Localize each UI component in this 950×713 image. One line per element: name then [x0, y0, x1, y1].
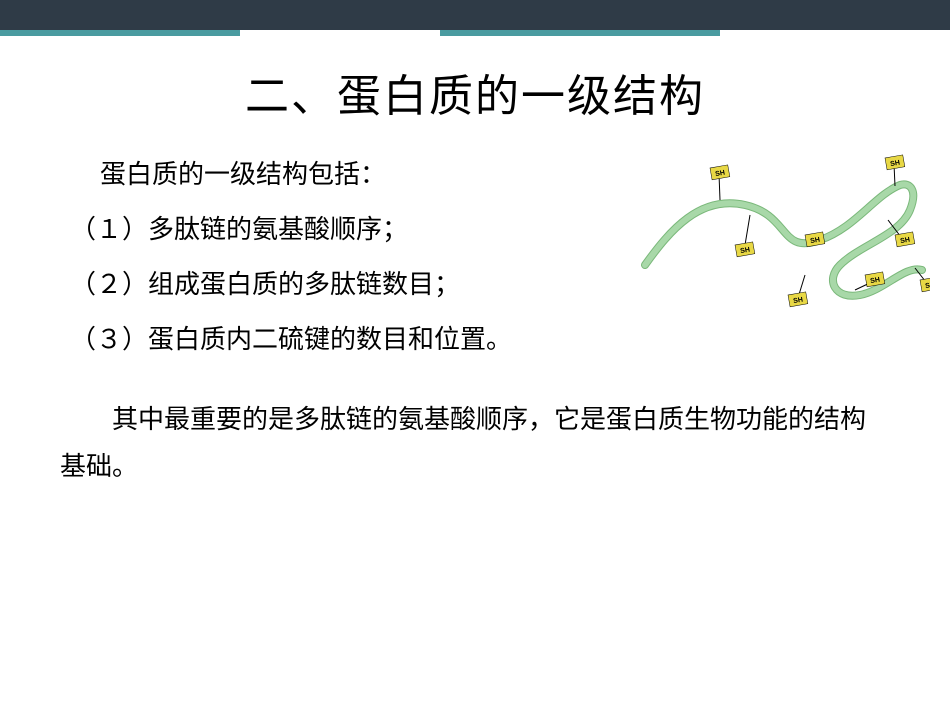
- svg-text:SH: SH: [925, 282, 930, 291]
- top-bar: [0, 0, 950, 30]
- list-item-3: （３）蛋白质内二硫键的数目和位置。: [60, 319, 890, 356]
- slide-title: 二、蛋白质的一级结构: [0, 60, 950, 124]
- accent-bar-left: [0, 30, 240, 36]
- accent-bar-right: [440, 30, 720, 36]
- conclusion-text: 其中最重要的是多肽链的氨基酸顺序，它是蛋白质生物功能的结构基础。: [60, 396, 890, 490]
- polypeptide-diagram: SHSHSHSHSHSHSHSH: [630, 140, 930, 320]
